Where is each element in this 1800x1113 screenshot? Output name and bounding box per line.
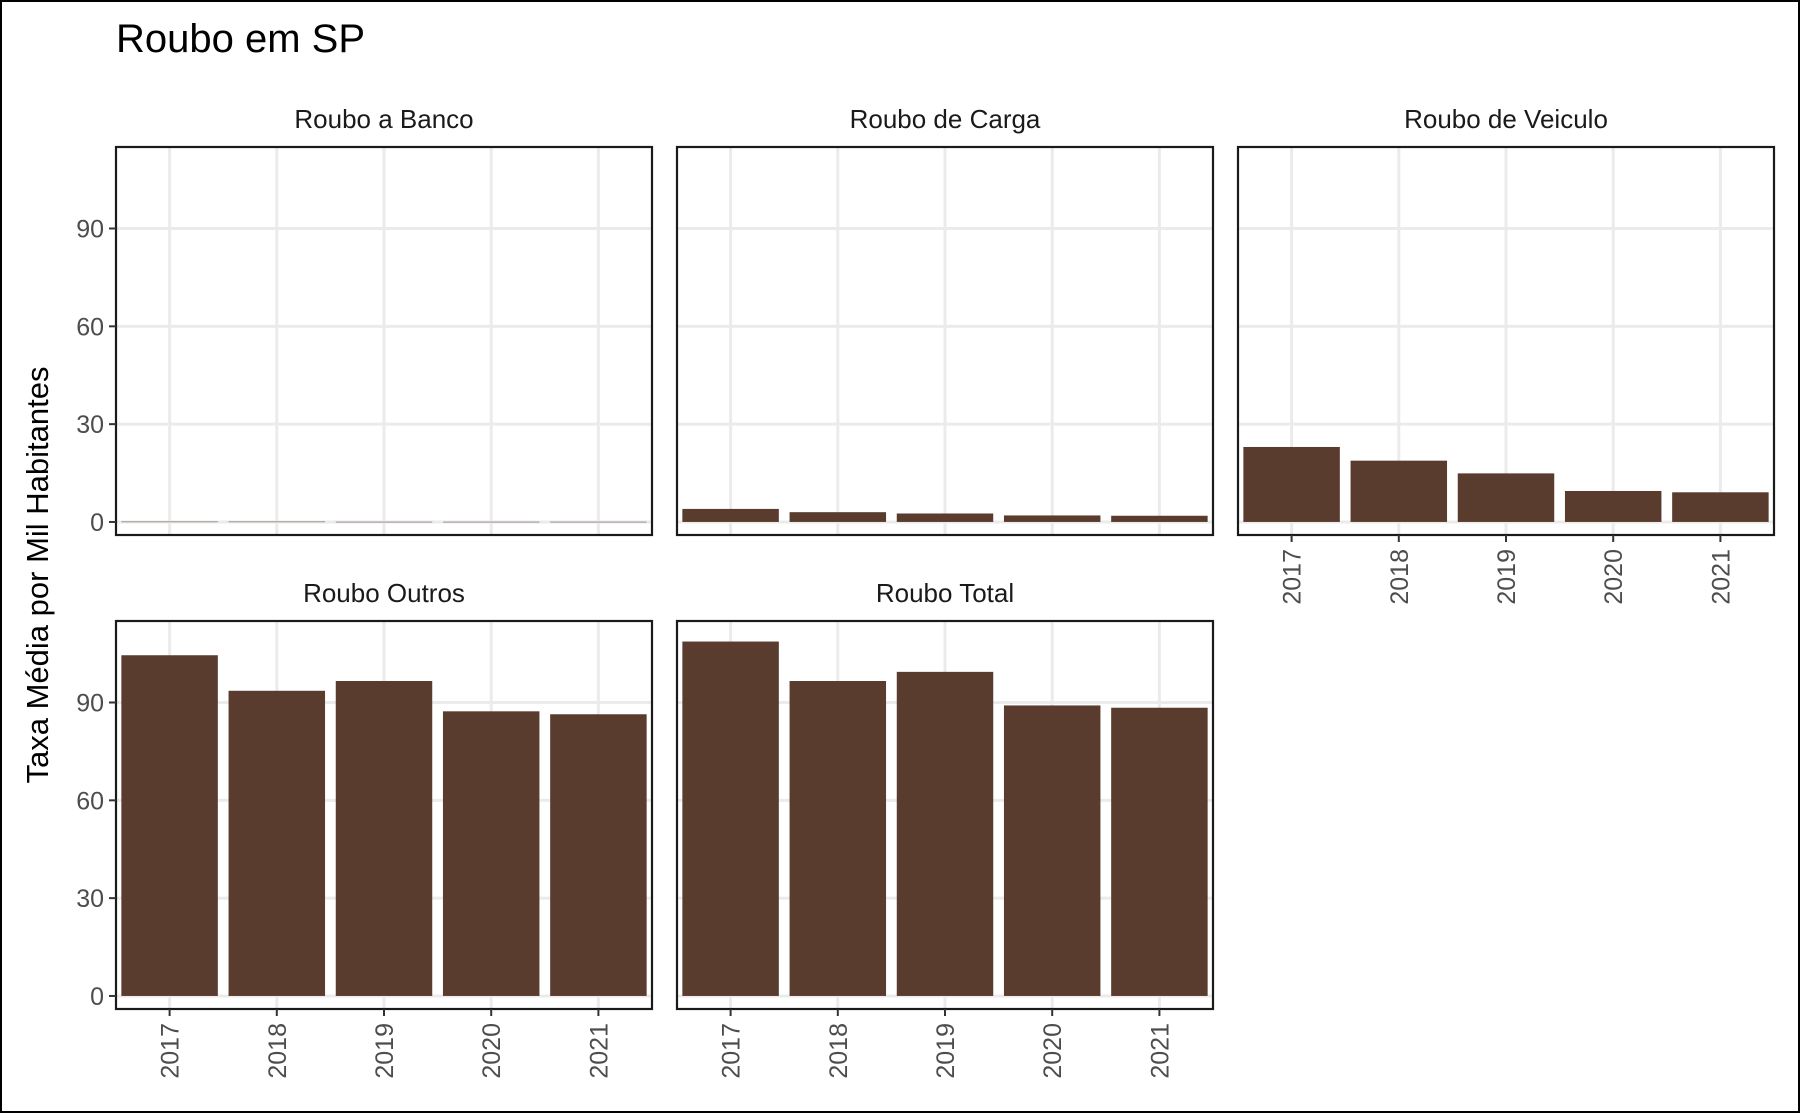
facet-roubo-total: Roubo Total 2017 2018 2019 2020 2021 xyxy=(675,578,1215,1079)
x-tick-label: 2019 xyxy=(371,1023,399,1079)
bar-roubo-a-banco-2017 xyxy=(121,521,218,523)
facet-label: Roubo Outros xyxy=(303,578,465,608)
bar-roubo-a-banco-2019 xyxy=(335,521,433,523)
bar-roubo-de-carga-2017 xyxy=(682,508,779,522)
x-tick-label: 2021 xyxy=(585,1023,613,1079)
bar-roubo-de-veiculo-2017 xyxy=(1243,446,1340,522)
y-tick-label: 30 xyxy=(76,411,104,439)
bar-roubo-total-2017 xyxy=(682,641,779,996)
panel-frame xyxy=(675,145,1215,537)
bar-roubo-a-banco-2021 xyxy=(550,521,647,523)
y-tick-label: 0 xyxy=(90,509,104,537)
x-tick-label: 2020 xyxy=(478,1023,506,1079)
x-tick-label: 2020 xyxy=(1600,549,1628,605)
bar-roubo-outros-2020 xyxy=(442,711,540,996)
bar-roubo-a-banco-2018 xyxy=(228,521,326,523)
x-tick-label: 2020 xyxy=(1039,1023,1067,1079)
facet-roubo-de-carga: Roubo de Carga xyxy=(675,104,1215,537)
x-tick-label: 2017 xyxy=(1279,549,1307,605)
bar-roubo-total-2021 xyxy=(1111,707,1208,996)
bar-roubo-total-2020 xyxy=(1003,705,1101,996)
y-tick-label: 0 xyxy=(90,983,104,1011)
bar-roubo-outros-2018 xyxy=(228,690,326,996)
chart-title: Roubo em SP xyxy=(116,17,365,61)
bar-roubo-outros-2021 xyxy=(550,714,647,996)
bar-roubo-de-veiculo-2019 xyxy=(1457,473,1555,522)
facet-roubo-de-veiculo: Roubo de Veiculo 2017 2018 2019 2020 2021 xyxy=(1236,104,1776,605)
x-tick-label: 2019 xyxy=(1493,549,1521,605)
x-tick-label: 2018 xyxy=(264,1023,292,1079)
facet-label: Roubo de Veiculo xyxy=(1404,104,1608,134)
facet-roubo-a-banco: Roubo a Banco 0 30 60 90 xyxy=(76,104,654,537)
bar-roubo-de-veiculo-2021 xyxy=(1672,492,1769,522)
bar-roubo-a-banco-2020 xyxy=(442,521,540,523)
bar-roubo-outros-2017 xyxy=(121,655,218,996)
x-tick-label: 2017 xyxy=(157,1023,185,1079)
y-tick-label: 90 xyxy=(76,216,104,244)
facet-label: Roubo de Carga xyxy=(850,104,1041,134)
bar-roubo-de-carga-2018 xyxy=(789,512,887,522)
panel-frame xyxy=(114,145,654,537)
x-tick-label: 2017 xyxy=(718,1023,746,1079)
bar-roubo-de-carga-2019 xyxy=(896,513,994,522)
y-tick-label: 60 xyxy=(76,313,104,341)
y-tick-label: 30 xyxy=(76,885,104,913)
bar-roubo-de-carga-2020 xyxy=(1003,515,1101,522)
bar-roubo-de-carga-2021 xyxy=(1111,515,1208,522)
x-tick-label: 2018 xyxy=(1386,549,1414,605)
y-tick-label: 60 xyxy=(76,787,104,815)
y-axis-label: Taxa Média por Mil Habitantes xyxy=(20,367,55,784)
bar-roubo-de-veiculo-2020 xyxy=(1564,490,1662,522)
y-tick-label: 90 xyxy=(76,690,104,718)
facet-panels: Roubo a Banco 0 30 60 90 Roubo de Carga Roubo … xyxy=(76,104,1776,1079)
bar-roubo-total-2019 xyxy=(896,671,994,996)
facet-label: Roubo Total xyxy=(876,578,1014,608)
bar-roubo-total-2018 xyxy=(789,680,887,996)
x-tick-label: 2019 xyxy=(932,1023,960,1079)
bar-roubo-de-veiculo-2018 xyxy=(1350,460,1448,522)
x-tick-label: 2018 xyxy=(825,1023,853,1079)
x-tick-label: 2021 xyxy=(1707,549,1735,605)
x-tick-label: 2021 xyxy=(1146,1023,1174,1079)
facet-roubo-outros: Roubo Outros 0 30 60 90 2017 2018 2019 2020 2021 xyxy=(76,578,654,1079)
bar-roubo-outros-2019 xyxy=(335,680,433,996)
facet-label: Roubo a Banco xyxy=(294,104,473,134)
